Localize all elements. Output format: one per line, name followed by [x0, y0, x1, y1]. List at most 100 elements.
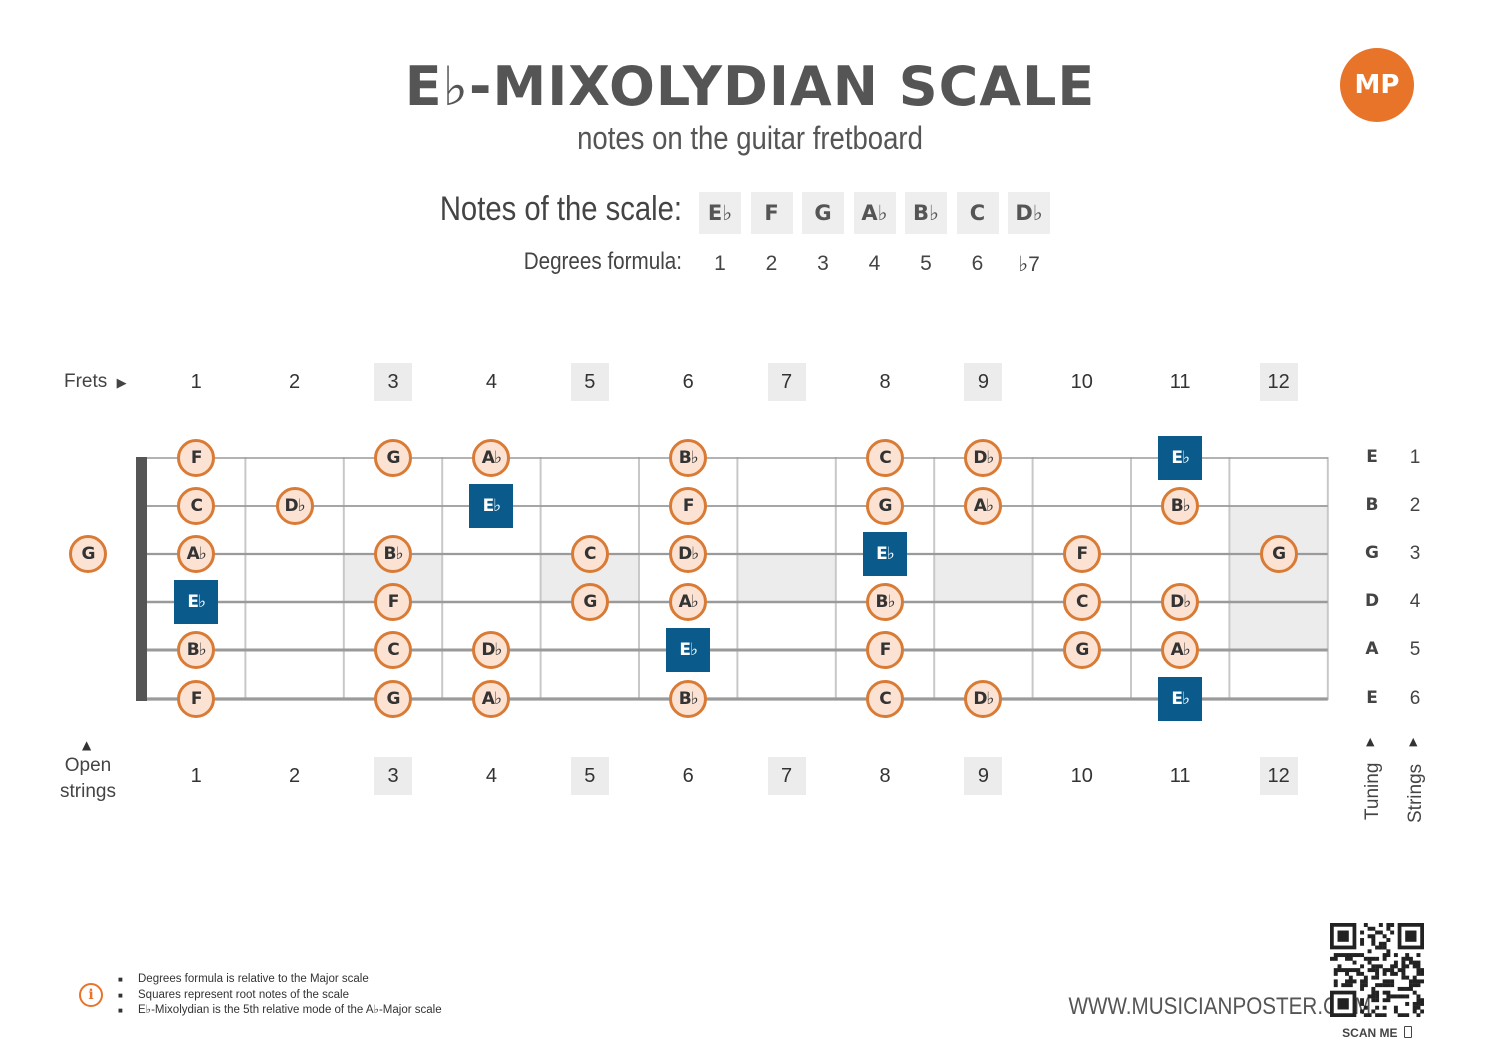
- qr-module: [1412, 960, 1417, 965]
- qr-module: [1382, 945, 1387, 950]
- root-note: E♭: [469, 484, 514, 528]
- scale-note: B♭: [669, 439, 708, 477]
- scale-degree: 4: [868, 252, 881, 275]
- qr-module: [1382, 956, 1387, 961]
- scale-note: C: [374, 631, 412, 669]
- qr-module: [1360, 971, 1365, 976]
- qr-module: [1360, 998, 1365, 1003]
- string-number: 4: [1409, 591, 1421, 612]
- qr-module: [1348, 983, 1353, 988]
- qr-module: [1345, 968, 1349, 973]
- qr-module: [1408, 986, 1413, 991]
- qr-module: [1382, 990, 1387, 995]
- qr-module: [1367, 949, 1372, 954]
- qr-module: [1386, 979, 1391, 984]
- degrees-formula-label: Degrees formula:: [523, 248, 682, 275]
- scale-note: A♭: [472, 439, 511, 477]
- scale-degree: 1: [714, 252, 726, 275]
- footnote-text: E♭-Mixolydian is the 5th relative mode o…: [138, 1004, 442, 1016]
- scale-degree: 6: [971, 252, 984, 275]
- arrow-up-icon: ▲: [1409, 735, 1418, 748]
- qr-module: [1378, 941, 1383, 946]
- qr-module: [1393, 964, 1398, 969]
- qr-module: [1405, 956, 1410, 961]
- qr-module: [1363, 1005, 1368, 1010]
- qr-module: [1420, 971, 1424, 976]
- scale-note: F: [374, 583, 412, 621]
- arrow-right-icon: ▶: [116, 375, 127, 390]
- fret-number: 4: [485, 370, 497, 393]
- scale-note-box: E♭: [699, 192, 741, 234]
- nut: [136, 457, 147, 701]
- qr-module: [1386, 990, 1391, 995]
- qr-module: [1393, 953, 1398, 958]
- fret-number: 11: [1169, 764, 1191, 787]
- info-icon: i: [79, 983, 103, 1007]
- qr-module: [1405, 994, 1410, 999]
- qr-module: [1401, 994, 1406, 999]
- qr-module: [1363, 1013, 1368, 1017]
- fret-number: 9: [964, 363, 1003, 401]
- scale-note: F: [177, 439, 216, 477]
- qr-code-icon[interactable]: [1330, 923, 1424, 1017]
- qr-module: [1386, 923, 1391, 927]
- website-url[interactable]: WWW.MUSICIANPOSTER.COM: [1068, 993, 1372, 1020]
- qr-module: [1371, 964, 1376, 969]
- qr-module: [1360, 1001, 1365, 1006]
- qr-module: [1420, 998, 1424, 1003]
- root-note: E♭: [1158, 677, 1203, 721]
- qr-module: [1360, 986, 1365, 991]
- fret-number: 2: [289, 764, 301, 787]
- qr-module: [1401, 956, 1406, 961]
- qr-module: [1401, 968, 1406, 973]
- qr-module: [1345, 956, 1349, 961]
- scale-note: B♭: [374, 535, 412, 573]
- footnotes: ■ Degrees formula is relative to the Majo…: [118, 972, 442, 1019]
- qr-module: [1356, 968, 1361, 973]
- scan-me-label: SCAN ME: [1330, 1026, 1424, 1040]
- qr-module: [1382, 979, 1387, 984]
- string-number: 2: [1409, 495, 1421, 516]
- scale-note: C: [177, 487, 216, 525]
- scale-note-box: C: [956, 192, 999, 234]
- qr-module: [1360, 953, 1365, 958]
- scale-degree: 3: [817, 252, 829, 275]
- root-note: E♭: [863, 532, 907, 576]
- qr-module: [1367, 926, 1372, 931]
- qr-module: [1360, 930, 1365, 935]
- fret-number: 6: [682, 370, 694, 393]
- bullet-icon: ■: [118, 990, 123, 1000]
- qr-module: [1363, 979, 1368, 984]
- qr-module: [1386, 968, 1391, 973]
- scale-note: G: [1259, 535, 1298, 573]
- qr-module: [1378, 930, 1383, 935]
- qr-module: [1412, 983, 1417, 988]
- footnote-item: ■ Squares represent root notes of the sca…: [118, 988, 442, 1004]
- fret-number: 8: [879, 764, 891, 787]
- qr-module: [1416, 1001, 1421, 1006]
- qr-module: [1420, 968, 1424, 973]
- qr-module: [1405, 986, 1410, 991]
- qr-module: [1420, 979, 1424, 984]
- qr-module: [1333, 953, 1338, 958]
- root-note: E♭: [1158, 436, 1203, 480]
- qr-module: [1378, 923, 1383, 927]
- scale-note: A♭: [669, 583, 708, 621]
- string-lines: [136, 457, 1328, 701]
- bullet-icon: ■: [118, 975, 123, 984]
- string-tuning: D: [1364, 591, 1380, 611]
- notes-of-scale-label: Notes of the scale:: [439, 190, 682, 228]
- qr-module: [1345, 971, 1349, 976]
- qr-module: [1360, 938, 1365, 942]
- qr-module: [1352, 960, 1357, 965]
- qr-module: [1367, 968, 1372, 973]
- scale-note-box: G: [802, 192, 844, 234]
- qr-module: [1360, 983, 1365, 988]
- qr-module: [1348, 953, 1353, 958]
- qr-module: [1333, 971, 1338, 976]
- scale-note-box: A♭: [853, 192, 896, 234]
- qr-module: [1412, 1005, 1417, 1010]
- fret-number: 2: [289, 370, 301, 393]
- page-subtitle: notes on the guitar fretboard: [577, 120, 923, 156]
- scale-note: D♭: [472, 631, 511, 669]
